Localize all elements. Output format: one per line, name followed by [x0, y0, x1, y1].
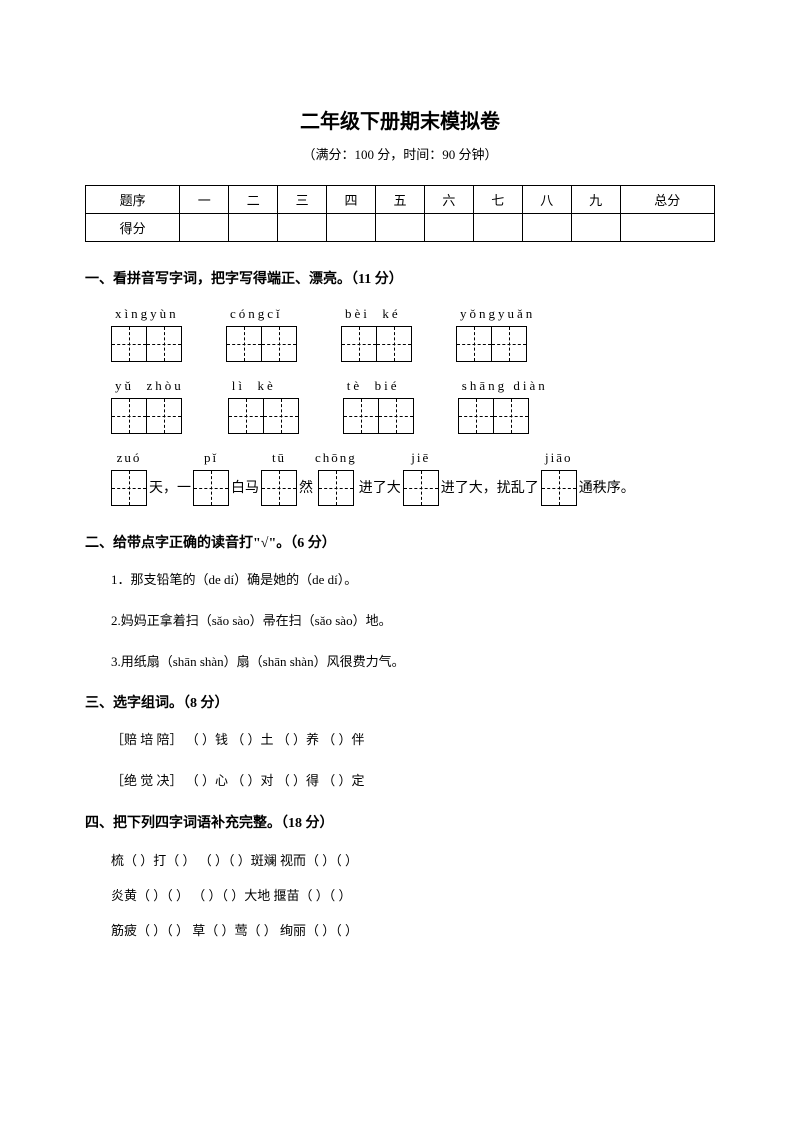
pinyin-row-2: yǔ zhòu lì kè tè bié shāng diàn	[111, 378, 715, 434]
sentence-box-group: jiē	[403, 450, 439, 506]
s-9[interactable]	[571, 214, 620, 242]
char-box[interactable]	[403, 470, 439, 506]
q4-3: 筋疲（ ）（ ） 草（ ）莺（ ） 绚丽（ ）（ ）	[111, 920, 715, 939]
pinyin-label: cóngcǐ	[226, 306, 283, 322]
s-7[interactable]	[473, 214, 522, 242]
pinyin-label: jiāo	[545, 450, 573, 466]
sentence-box-group: jiāo	[541, 450, 577, 506]
s-total[interactable]	[620, 214, 714, 242]
sentence-box-group: pǐ	[193, 450, 229, 506]
score-header-row: 题序 一 二 三 四 五 六 七 八 九 总分	[86, 186, 715, 214]
char-box[interactable]	[193, 470, 229, 506]
section-2-heading: 二、给带点字正确的读音打"√"。（6 分）	[85, 532, 715, 552]
char-box[interactable]	[318, 470, 354, 506]
pinyin-label: bèi ké	[341, 306, 401, 322]
sentence-text: 进了大，扰乱了	[441, 459, 539, 497]
pinyin-label: yǔ zhòu	[111, 378, 184, 394]
char-box[interactable]	[458, 398, 494, 434]
pinyin-label: tè bié	[343, 378, 400, 394]
h-1: 一	[180, 186, 229, 214]
h-2: 二	[229, 186, 278, 214]
pinyin-label: shāng diàn	[458, 378, 548, 394]
page-title: 二年级下册期末模拟卷	[85, 105, 715, 134]
h-6: 六	[424, 186, 473, 214]
char-box[interactable]	[111, 326, 147, 362]
h-8: 八	[522, 186, 571, 214]
score-value-row: 得分	[86, 214, 715, 242]
h-0: 题序	[86, 186, 180, 214]
q4-2: 炎黄（ ）（ ） （ ）（ ）大地 揠苗（ ）（ ）	[111, 885, 715, 904]
pinyin-group: cóngcǐ	[226, 306, 297, 362]
char-box[interactable]	[111, 470, 147, 506]
q4-1: 梳（ ）打（ ） （ ）（ ）斑斓 视而（ ）（ ）	[111, 850, 715, 869]
section-4-heading: 四、把下列四字词语补充完整。（18 分）	[85, 812, 715, 832]
char-box[interactable]	[343, 398, 379, 434]
char-box[interactable]	[456, 326, 492, 362]
char-box[interactable]	[261, 470, 297, 506]
s-5[interactable]	[376, 214, 425, 242]
pinyin-group: lì kè	[228, 378, 299, 434]
s-6[interactable]	[424, 214, 473, 242]
char-box[interactable]	[341, 326, 377, 362]
char-box[interactable]	[111, 398, 147, 434]
pinyin-group: yǒngyuǎn	[456, 306, 535, 362]
char-box[interactable]	[228, 398, 264, 434]
s-4[interactable]	[327, 214, 376, 242]
pinyin-group: shāng diàn	[458, 378, 548, 434]
pinyin-group: yǔ zhòu	[111, 378, 184, 434]
pinyin-label: jiē	[411, 450, 430, 466]
sentence-text: 白马	[231, 459, 259, 497]
char-box[interactable]	[491, 326, 527, 362]
h-5: 五	[376, 186, 425, 214]
pinyin-label: chōng	[315, 450, 357, 466]
char-box[interactable]	[376, 326, 412, 362]
h-7: 七	[473, 186, 522, 214]
char-box[interactable]	[378, 398, 414, 434]
s-8[interactable]	[522, 214, 571, 242]
char-box[interactable]	[493, 398, 529, 434]
s-2[interactable]	[229, 214, 278, 242]
pinyin-group: bèi ké	[341, 306, 412, 362]
char-box[interactable]	[541, 470, 577, 506]
s-1[interactable]	[180, 214, 229, 242]
pinyin-label: xìngyùn	[111, 306, 179, 322]
char-box[interactable]	[263, 398, 299, 434]
pinyin-group: xìngyùn	[111, 306, 182, 362]
sentence-box-group: tū	[261, 450, 297, 506]
score-table: 题序 一 二 三 四 五 六 七 八 九 总分 得分	[85, 185, 715, 242]
s-3[interactable]	[278, 214, 327, 242]
char-box[interactable]	[261, 326, 297, 362]
q2-1: 1．那支铅笔的（de dí）确是她的（de dí）。	[111, 570, 715, 591]
row-label: 得分	[86, 214, 180, 242]
sentence-row: zuó 天，一 pǐ 白马 tū 然chōng进了大 jiē 进了大，扰乱了 jiāo 通秩序。	[111, 450, 715, 506]
section-1-heading: 一、看拼音写字词，把字写得端正、漂亮。（11 分）	[85, 268, 715, 288]
pinyin-label: pǐ	[204, 450, 218, 466]
h-4: 四	[327, 186, 376, 214]
q3-1: ［赔 培 陪］ （ ）钱 （ ）土 （ ）养 （ ）伴	[111, 730, 715, 751]
pinyin-label: lì kè	[228, 378, 276, 394]
char-box[interactable]	[146, 398, 182, 434]
char-box[interactable]	[146, 326, 182, 362]
h-9: 九	[571, 186, 620, 214]
sentence-text: 天，一	[149, 459, 191, 497]
q2-3: 3.用纸扇（shān shàn）扇（shān shàn）风很费力气。	[111, 652, 715, 673]
sentence-text: 进了大	[359, 459, 401, 497]
char-box[interactable]	[226, 326, 262, 362]
pinyin-row-1: xìngyùn cóngcǐ bèi ké yǒngyuǎn	[111, 306, 715, 362]
sentence-text: 然	[299, 459, 313, 497]
pinyin-group: tè bié	[343, 378, 414, 434]
sentence-text: 通秩序。	[579, 459, 635, 497]
sentence-box-group: chōng	[315, 450, 357, 506]
sentence-box-group: zuó	[111, 450, 147, 506]
q2-2: 2.妈妈正拿着扫（sǎo sào）帚在扫（sǎo sào）地。	[111, 611, 715, 632]
h-10: 总分	[620, 186, 714, 214]
q3-2: ［绝 觉 决］ （ ）心 （ ）对 （ ）得 （ ）定	[111, 771, 715, 792]
pinyin-label: tū	[272, 450, 286, 466]
pinyin-label: zuó	[117, 450, 142, 466]
section-3-heading: 三、选字组词。（8 分）	[85, 692, 715, 712]
page-subtitle: （满分：100 分，时间：90 分钟）	[85, 144, 715, 163]
pinyin-label: yǒngyuǎn	[456, 306, 535, 322]
h-3: 三	[278, 186, 327, 214]
